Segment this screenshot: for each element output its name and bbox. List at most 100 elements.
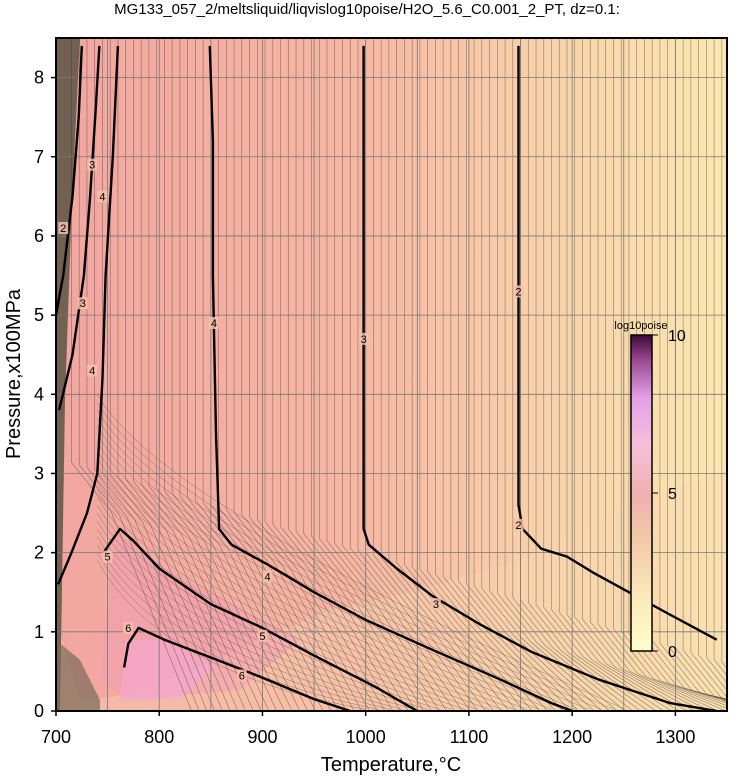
thin-contour-line	[97, 410, 602, 710]
contour-label-bg	[236, 669, 247, 682]
thin-contour-line	[97, 505, 453, 710]
contour-label: 3	[89, 160, 95, 172]
contour-level-5	[102, 527, 418, 711]
thin-contour-line	[97, 473, 503, 710]
x-axis: 700 800 900 1000 1100 1200 1300	[41, 711, 695, 747]
contour-label: 6	[239, 670, 245, 682]
contour-label-bg	[513, 518, 524, 531]
thin-contour-line	[97, 536, 403, 710]
thin-contour-line	[97, 481, 490, 710]
thin-contour-line	[125, 38, 246, 711]
thin-contour-line	[458, 38, 579, 711]
contour-label: 5	[105, 552, 111, 564]
x-tick-label: 900	[247, 727, 277, 747]
y-axis-label: Pressure,x100MPa	[3, 288, 25, 459]
contour-label: 2	[515, 520, 521, 532]
contour-level-3	[56, 45, 83, 316]
y-tick-label: 5	[34, 305, 44, 325]
thin-contour-line	[241, 38, 363, 711]
y-axis: 0 1 2 3 4 5 6 7 8	[34, 68, 56, 721]
thin-contour-line	[94, 38, 215, 711]
thin-contour-line	[117, 38, 239, 711]
thin-contour-line	[342, 38, 463, 711]
colorbar-gradient	[630, 334, 653, 652]
colorbar-title: log10poise	[614, 320, 667, 332]
thin-contour-line	[97, 433, 564, 710]
thin-contour-line	[349, 38, 471, 711]
thin-contour-line	[326, 38, 448, 711]
contour-label-bg	[102, 550, 113, 563]
contour-label-bg	[87, 158, 98, 171]
thin-contours	[71, 38, 727, 711]
contour-level-3	[362, 45, 717, 711]
thin-contour-line	[442, 38, 564, 711]
thin-contour-line	[558, 38, 680, 711]
thin-contour-line	[71, 38, 192, 711]
thin-contour-line	[295, 38, 417, 711]
thin-contour-line	[272, 38, 394, 711]
contour-level-3	[56, 45, 120, 585]
y-tick-label: 0	[34, 701, 44, 721]
thin-contour-line	[179, 38, 301, 711]
x-tick-label: 1300	[655, 727, 695, 747]
colorbar-tick-label: 5	[668, 486, 677, 503]
contour-level-4	[57, 45, 101, 411]
dark-edge-region	[56, 38, 80, 711]
contour-label-bg	[87, 364, 98, 377]
contour-label: 5	[259, 631, 265, 643]
thin-contour-line	[97, 394, 626, 710]
thin-contour-line	[582, 38, 703, 711]
thin-contour-line	[682, 38, 727, 701]
colorbar-tick-label: 0	[668, 644, 677, 661]
thin-contour-line	[97, 402, 614, 710]
thin-contour-line	[97, 512, 441, 710]
thin-contour-line	[86, 38, 208, 711]
contour-label: 4	[211, 318, 217, 330]
contour-label: 4	[89, 366, 95, 378]
y-tick-label: 3	[34, 463, 44, 483]
contour-label: 3	[80, 298, 86, 310]
thin-contour-line	[690, 38, 727, 699]
thin-contour-line	[589, 38, 711, 711]
contour-label: 3	[433, 599, 439, 611]
plot-area: 2 2 3 3 4 4 4 4 5 5 6 6 3 2 3	[56, 38, 727, 711]
contour-label-bg	[513, 285, 524, 298]
contour-label: 4	[265, 571, 271, 583]
thin-contour-line	[721, 38, 727, 669]
chart-title: MG133_057_2/meltsliquid/liqvislog10poise…	[114, 1, 620, 18]
thin-contour-line	[489, 38, 610, 711]
contour-label: 2	[60, 223, 66, 235]
colorbar: log10poise 0 5 10	[614, 320, 686, 661]
thin-contour-line	[97, 465, 515, 710]
x-axis-label: Temperature,°C	[321, 754, 461, 776]
thin-contour-line	[303, 38, 425, 711]
thin-contour-line	[551, 38, 672, 711]
y-tick-label: 2	[34, 543, 44, 563]
contour-label-bg	[262, 570, 273, 583]
thin-contour-line	[195, 38, 316, 711]
thin-contour-line	[97, 497, 465, 710]
dark-corner-region	[56, 640, 100, 711]
contour-label-bg	[430, 598, 441, 611]
thin-contour-line	[249, 38, 370, 711]
thin-contour-line	[97, 457, 527, 710]
colorbar-tick-label: 10	[668, 328, 686, 345]
thin-contour-line	[659, 38, 727, 700]
contour-label-bg	[358, 332, 369, 345]
thin-contour-line	[140, 38, 262, 711]
thin-contour-line	[435, 38, 556, 711]
colorbar-ticks: 0 5 10	[652, 328, 686, 661]
x-tick-label: 1100	[450, 727, 489, 747]
contour-label-bg	[58, 222, 69, 235]
y-tick-label: 6	[34, 226, 44, 246]
thin-contour-line	[264, 38, 386, 711]
thin-contour-line	[97, 489, 478, 710]
thin-contour-line	[133, 38, 254, 711]
grid-lines	[56, 38, 727, 711]
thin-contour-line	[450, 38, 572, 711]
contour-label: 6	[125, 623, 131, 635]
thin-contour-line	[148, 38, 270, 711]
thin-contour-line	[97, 544, 391, 710]
y-tick-label: 7	[34, 147, 44, 167]
